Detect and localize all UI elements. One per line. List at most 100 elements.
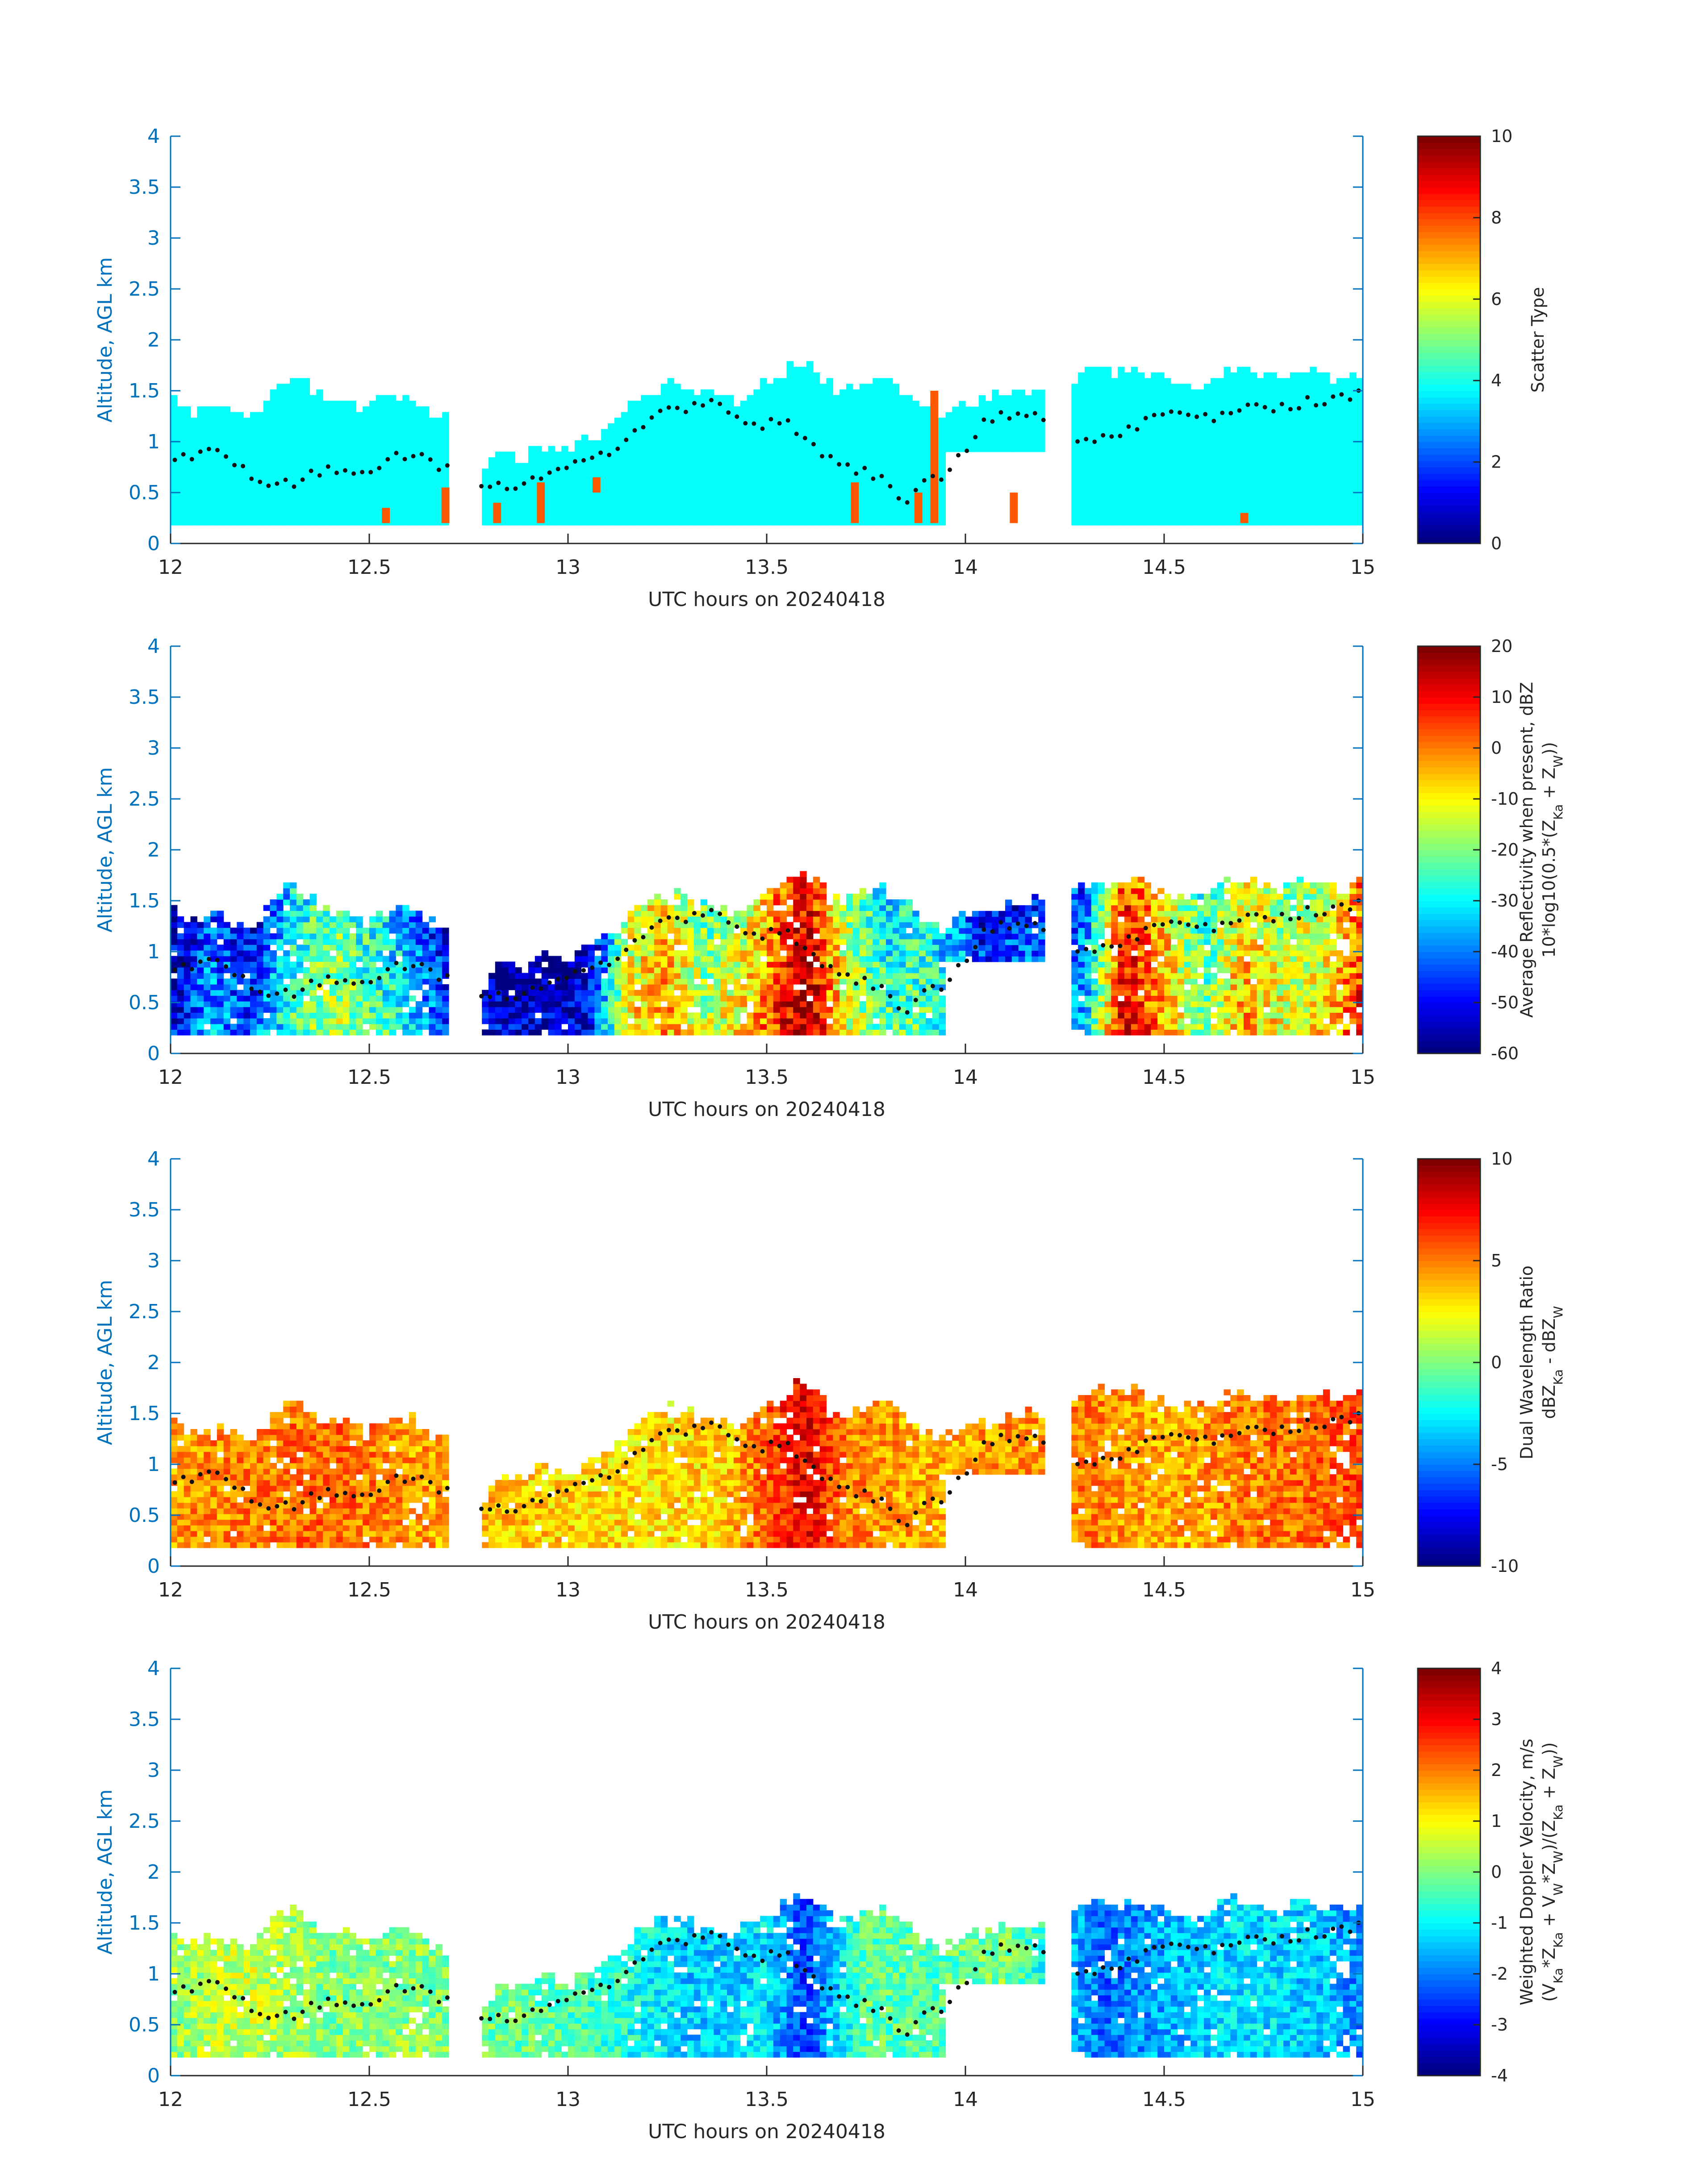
heatmap-cell — [303, 933, 310, 940]
heatmap-cell — [786, 435, 793, 441]
heatmap-cell — [303, 502, 310, 509]
heatmap-cell — [1277, 451, 1284, 458]
heatmap-cell — [237, 939, 244, 945]
heatmap-cell — [342, 497, 350, 503]
heatmap-cell — [1283, 412, 1290, 418]
layer-dot — [1118, 434, 1123, 439]
heatmap-cell — [747, 480, 754, 486]
heatmap-cell — [336, 961, 343, 968]
heatmap-cell — [634, 508, 641, 514]
heatmap-cell — [409, 933, 416, 940]
colorbar-swatch — [1418, 378, 1480, 385]
heatmap-cell — [296, 1018, 304, 1024]
heatmap-cell — [323, 508, 330, 514]
heatmap-cell — [429, 933, 436, 940]
heatmap-cell — [363, 939, 370, 945]
heatmap-cell — [263, 412, 271, 418]
heatmap-cell — [1038, 412, 1045, 418]
heatmap-cell — [574, 519, 582, 526]
heatmap-cell — [693, 519, 701, 526]
heatmap-cell — [707, 451, 714, 458]
heatmap-cell — [1131, 468, 1138, 475]
heatmap-cell — [184, 956, 191, 962]
heatmap-cell — [634, 502, 641, 509]
heatmap-cell — [429, 950, 436, 957]
heatmap-cell — [780, 502, 787, 509]
heatmap-cell — [415, 1012, 423, 1019]
heatmap-cell — [1290, 372, 1297, 379]
heatmap-cell — [435, 519, 443, 526]
heatmap-cell — [276, 474, 284, 481]
heatmap-cell — [1031, 423, 1039, 430]
heatmap-cell — [482, 474, 489, 481]
heatmap-cell — [866, 502, 873, 509]
heatmap-cell — [256, 508, 264, 514]
colorbar-swatch — [1418, 149, 1480, 156]
heatmap-cell — [489, 474, 496, 481]
heatmap-cell — [409, 474, 416, 481]
heatmap-cell — [376, 1029, 383, 1036]
heatmap-cell — [614, 497, 622, 503]
heatmap-cell — [290, 502, 297, 509]
heatmap-cell — [508, 480, 515, 486]
heatmap-cell — [323, 1001, 330, 1007]
heatmap-cell — [767, 389, 774, 396]
heatmap-cell — [376, 412, 383, 418]
heatmap-cell — [660, 485, 668, 492]
layer-dot — [317, 473, 322, 478]
highlight-column — [592, 477, 601, 493]
heatmap-cell — [733, 435, 741, 441]
heatmap-cell — [1356, 463, 1363, 469]
heatmap-cell — [263, 451, 271, 458]
heatmap-cell — [641, 457, 648, 464]
heatmap-cell — [296, 384, 304, 390]
heatmap-cell — [561, 984, 568, 990]
heatmap-cell — [1124, 378, 1132, 384]
heatmap-cell — [336, 463, 343, 469]
heatmap-cell — [1343, 406, 1350, 413]
heatmap-cell — [210, 1024, 217, 1030]
heatmap-cell — [270, 389, 277, 396]
layer-dot — [854, 471, 859, 476]
heatmap-cell — [369, 429, 376, 435]
heatmap-cell — [892, 389, 900, 396]
heatmap-cell — [1329, 491, 1337, 497]
heatmap-cell — [356, 944, 363, 951]
heatmap-cell — [171, 463, 178, 469]
heatmap-cell — [1356, 514, 1363, 520]
heatmap-cell — [270, 916, 277, 923]
heatmap-cell — [402, 401, 409, 407]
heatmap-cell — [939, 508, 946, 514]
heatmap-cell — [1210, 406, 1218, 413]
heatmap-cell — [548, 1024, 555, 1030]
heatmap-cell — [727, 423, 734, 430]
heatmap-cell — [548, 519, 555, 526]
heatmap-cell — [1224, 457, 1231, 464]
heatmap-cell — [1111, 412, 1118, 418]
heatmap-cell — [1085, 491, 1092, 497]
heatmap-cell — [1071, 389, 1078, 396]
heatmap-cell — [839, 406, 847, 413]
heatmap-cell — [786, 423, 793, 430]
heatmap-cell — [309, 922, 317, 928]
heatmap-cell — [886, 446, 893, 452]
heatmap-cell — [846, 440, 853, 447]
heatmap-cell — [740, 468, 748, 475]
heatmap-cell — [409, 429, 416, 435]
heatmap-cell — [1270, 497, 1277, 503]
heatmap-cell — [1356, 395, 1363, 401]
heatmap-cell — [342, 412, 350, 418]
heatmap-cell — [1224, 372, 1231, 379]
heatmap-cell — [919, 485, 926, 492]
heatmap-cell — [1290, 451, 1297, 458]
heatmap-cell — [555, 474, 562, 481]
heatmap-cell — [283, 1018, 290, 1024]
heatmap-cell — [535, 961, 542, 968]
heatmap-cell — [515, 1018, 522, 1024]
heatmap-cell — [1078, 378, 1085, 384]
heatmap-cell — [1131, 463, 1138, 469]
heatmap-cell — [1164, 440, 1171, 447]
heatmap-cell — [1091, 502, 1098, 509]
heatmap-cell — [402, 973, 409, 979]
heatmap-cell — [376, 491, 383, 497]
